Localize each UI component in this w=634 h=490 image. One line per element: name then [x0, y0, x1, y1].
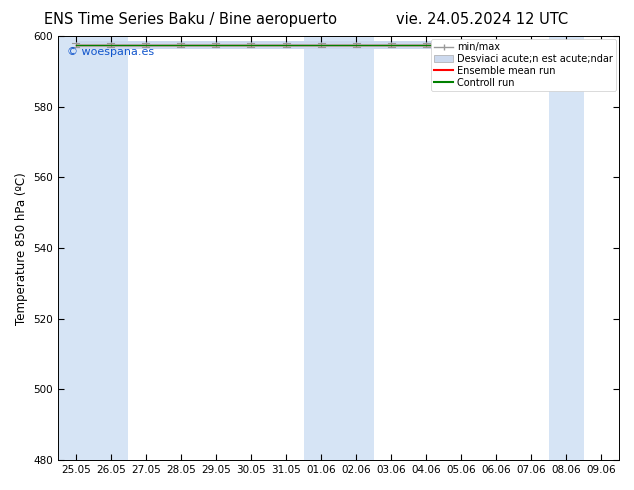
Y-axis label: Temperature 850 hPa (ºC): Temperature 850 hPa (ºC) — [15, 172, 28, 324]
Bar — [304, 36, 373, 460]
Text: © woespana.es: © woespana.es — [67, 47, 153, 57]
Text: vie. 24.05.2024 12 UTC: vie. 24.05.2024 12 UTC — [396, 12, 568, 27]
Bar — [58, 36, 128, 460]
Legend: min/max, Desviaci acute;n est acute;ndar, Ensemble mean run, Controll run: min/max, Desviaci acute;n est acute;ndar… — [431, 39, 616, 91]
Text: ENS Time Series Baku / Bine aeropuerto: ENS Time Series Baku / Bine aeropuerto — [44, 12, 337, 27]
Bar — [549, 36, 584, 460]
